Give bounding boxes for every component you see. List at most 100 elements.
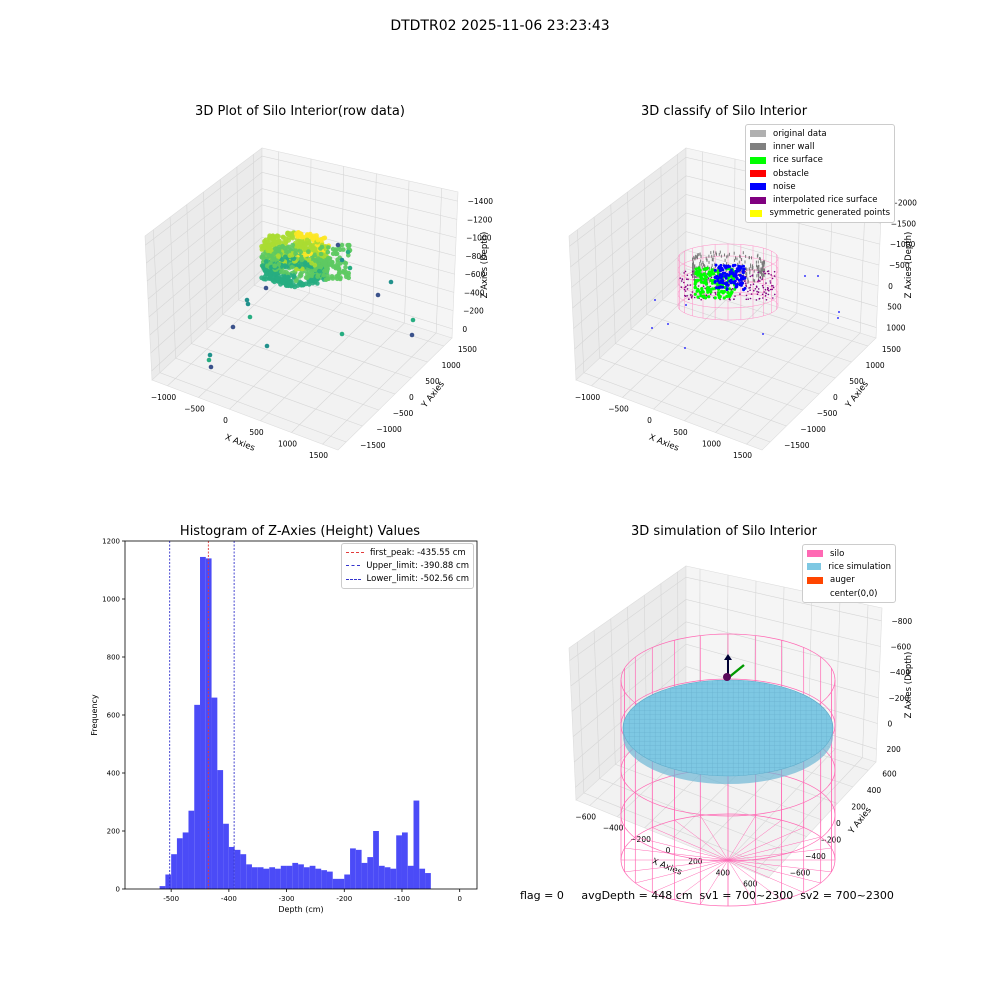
plot2-wall-point (698, 268, 700, 272)
plot4-xtick: −400 (603, 824, 624, 833)
plot2-ytick: 1000 (866, 361, 885, 370)
plot2-xtick: 0 (647, 416, 652, 425)
plot2-noise-point (725, 287, 729, 291)
plot2-wall-point (697, 253, 699, 257)
plot2-ytick: −1000 (800, 425, 826, 434)
plot2-noise-point (723, 265, 727, 269)
plot2-wall-point (758, 264, 760, 268)
plot2-interp-point (693, 296, 696, 299)
plot1-point (310, 273, 315, 279)
plot2-rice-point (699, 290, 703, 295)
histogram-bar (176, 838, 183, 889)
plot2-wall-point (699, 252, 701, 256)
plot4-silo-spoke (635, 836, 729, 861)
plot3-xtick: -100 (394, 895, 410, 903)
plot1-point (300, 234, 305, 240)
plot2-noise-point (721, 271, 725, 275)
histogram-bar (344, 874, 351, 889)
plot1-ztick: −1200 (467, 215, 493, 224)
plot2-interp-point (680, 286, 683, 289)
plot2-wall-point (762, 260, 764, 264)
plot2-rice-point (710, 270, 714, 274)
plot3-ytick: 1000 (102, 596, 120, 604)
plot2-interp-point (767, 293, 770, 296)
plot2-noise-point (730, 268, 733, 272)
plot2-wall-point (713, 250, 715, 254)
plot2-interp-point (757, 288, 760, 290)
plot2-interp-point (757, 291, 760, 294)
plot2-interp-point (751, 274, 753, 277)
plot1-point (302, 247, 307, 253)
plot1-point (275, 275, 281, 281)
plot2-wall-point (738, 260, 740, 264)
plot2-noise-point (725, 281, 729, 285)
plot2-wall-point (761, 271, 763, 275)
plot2-wall-point (709, 279, 711, 283)
plot2-wall-point (756, 274, 758, 278)
plot2-noise-point (743, 276, 747, 280)
plot2-wall-point (702, 278, 704, 282)
plot2-wall-point (692, 260, 694, 264)
plot2-interp-point (734, 295, 736, 297)
plot2-wall-point (741, 263, 743, 267)
plot1-point (302, 260, 308, 265)
plot4-ztick: 200 (887, 745, 902, 754)
histogram-bar (228, 846, 235, 889)
plot2-rice-point (696, 270, 700, 274)
plot2-ytick: 0 (833, 393, 838, 402)
plot1-ytick: 1000 (442, 361, 461, 370)
plot1-xtick: 500 (249, 428, 264, 437)
plot2-interp-point (766, 270, 769, 273)
plot2-interp-point (763, 291, 765, 293)
histogram-bar (303, 867, 310, 889)
plot2-ztick: −2000 (892, 198, 918, 207)
plot1-point (334, 251, 340, 256)
plot2-wall-point (720, 254, 722, 258)
plot4-zlabel: Z Axies (Depth) (904, 652, 914, 719)
plot2-interp-point (683, 288, 686, 291)
plot1-point (285, 275, 290, 280)
plot2-noise-point (728, 265, 732, 269)
plot2-interp-point (773, 270, 776, 273)
plot1-zlabel: Z Axies (Depth) (480, 232, 490, 299)
plot2-rice-point (727, 293, 731, 297)
plot1-point (341, 270, 347, 275)
plot2-interp-point (728, 298, 731, 301)
plot2-interp-point (687, 298, 690, 301)
plot2-interp-point (714, 291, 716, 294)
plot4-ztick: 0 (888, 720, 893, 729)
plot2-wall-point (706, 258, 708, 262)
plot1-point (260, 263, 265, 269)
plot2-wall-point (714, 274, 716, 278)
legend-label: auger (830, 575, 855, 586)
plot2-noise-point (735, 285, 739, 289)
plot2-interp-point (694, 276, 697, 278)
plot2-interp-point (681, 278, 684, 281)
plot2-rice-point (707, 295, 711, 299)
plot2-interp-point (764, 272, 766, 275)
plot1-point (244, 297, 250, 303)
plot1-ztick: −800 (465, 252, 486, 261)
plot1-point (289, 264, 295, 270)
histogram-bar (332, 878, 339, 889)
plot2-wall-point (747, 277, 749, 281)
plot1-point (299, 257, 305, 263)
legend-label: rice surface (773, 155, 823, 166)
plot2-interp-point (702, 285, 705, 288)
plot2-wall-point (701, 265, 703, 269)
plot4-rice-mesh (623, 680, 833, 776)
plot2-wall-point (697, 256, 698, 260)
plot2-interp-point (700, 298, 702, 301)
legend-label: first_peak: -435.55 cm (370, 547, 466, 558)
status-text: flag = 0 avgDepth = 448 cm sv1 = 700~230… (520, 889, 894, 902)
plot2-interp-point (773, 275, 776, 277)
plot2-interp-point (755, 299, 758, 301)
plot2-interp-point (691, 295, 694, 297)
histogram-bar (217, 770, 224, 889)
plot2-interp-point (689, 294, 692, 296)
plot4-legend-item: silo (803, 547, 895, 560)
plot2-wall-point (741, 258, 743, 261)
plot1-3d-scatter: −1000−500050010001500−1500−1000−50005001… (144, 147, 493, 460)
plot2-3d-classify: −1000−500050010001500−1500−1000−50005001… (568, 147, 918, 460)
plot2-interp-point (749, 297, 752, 300)
